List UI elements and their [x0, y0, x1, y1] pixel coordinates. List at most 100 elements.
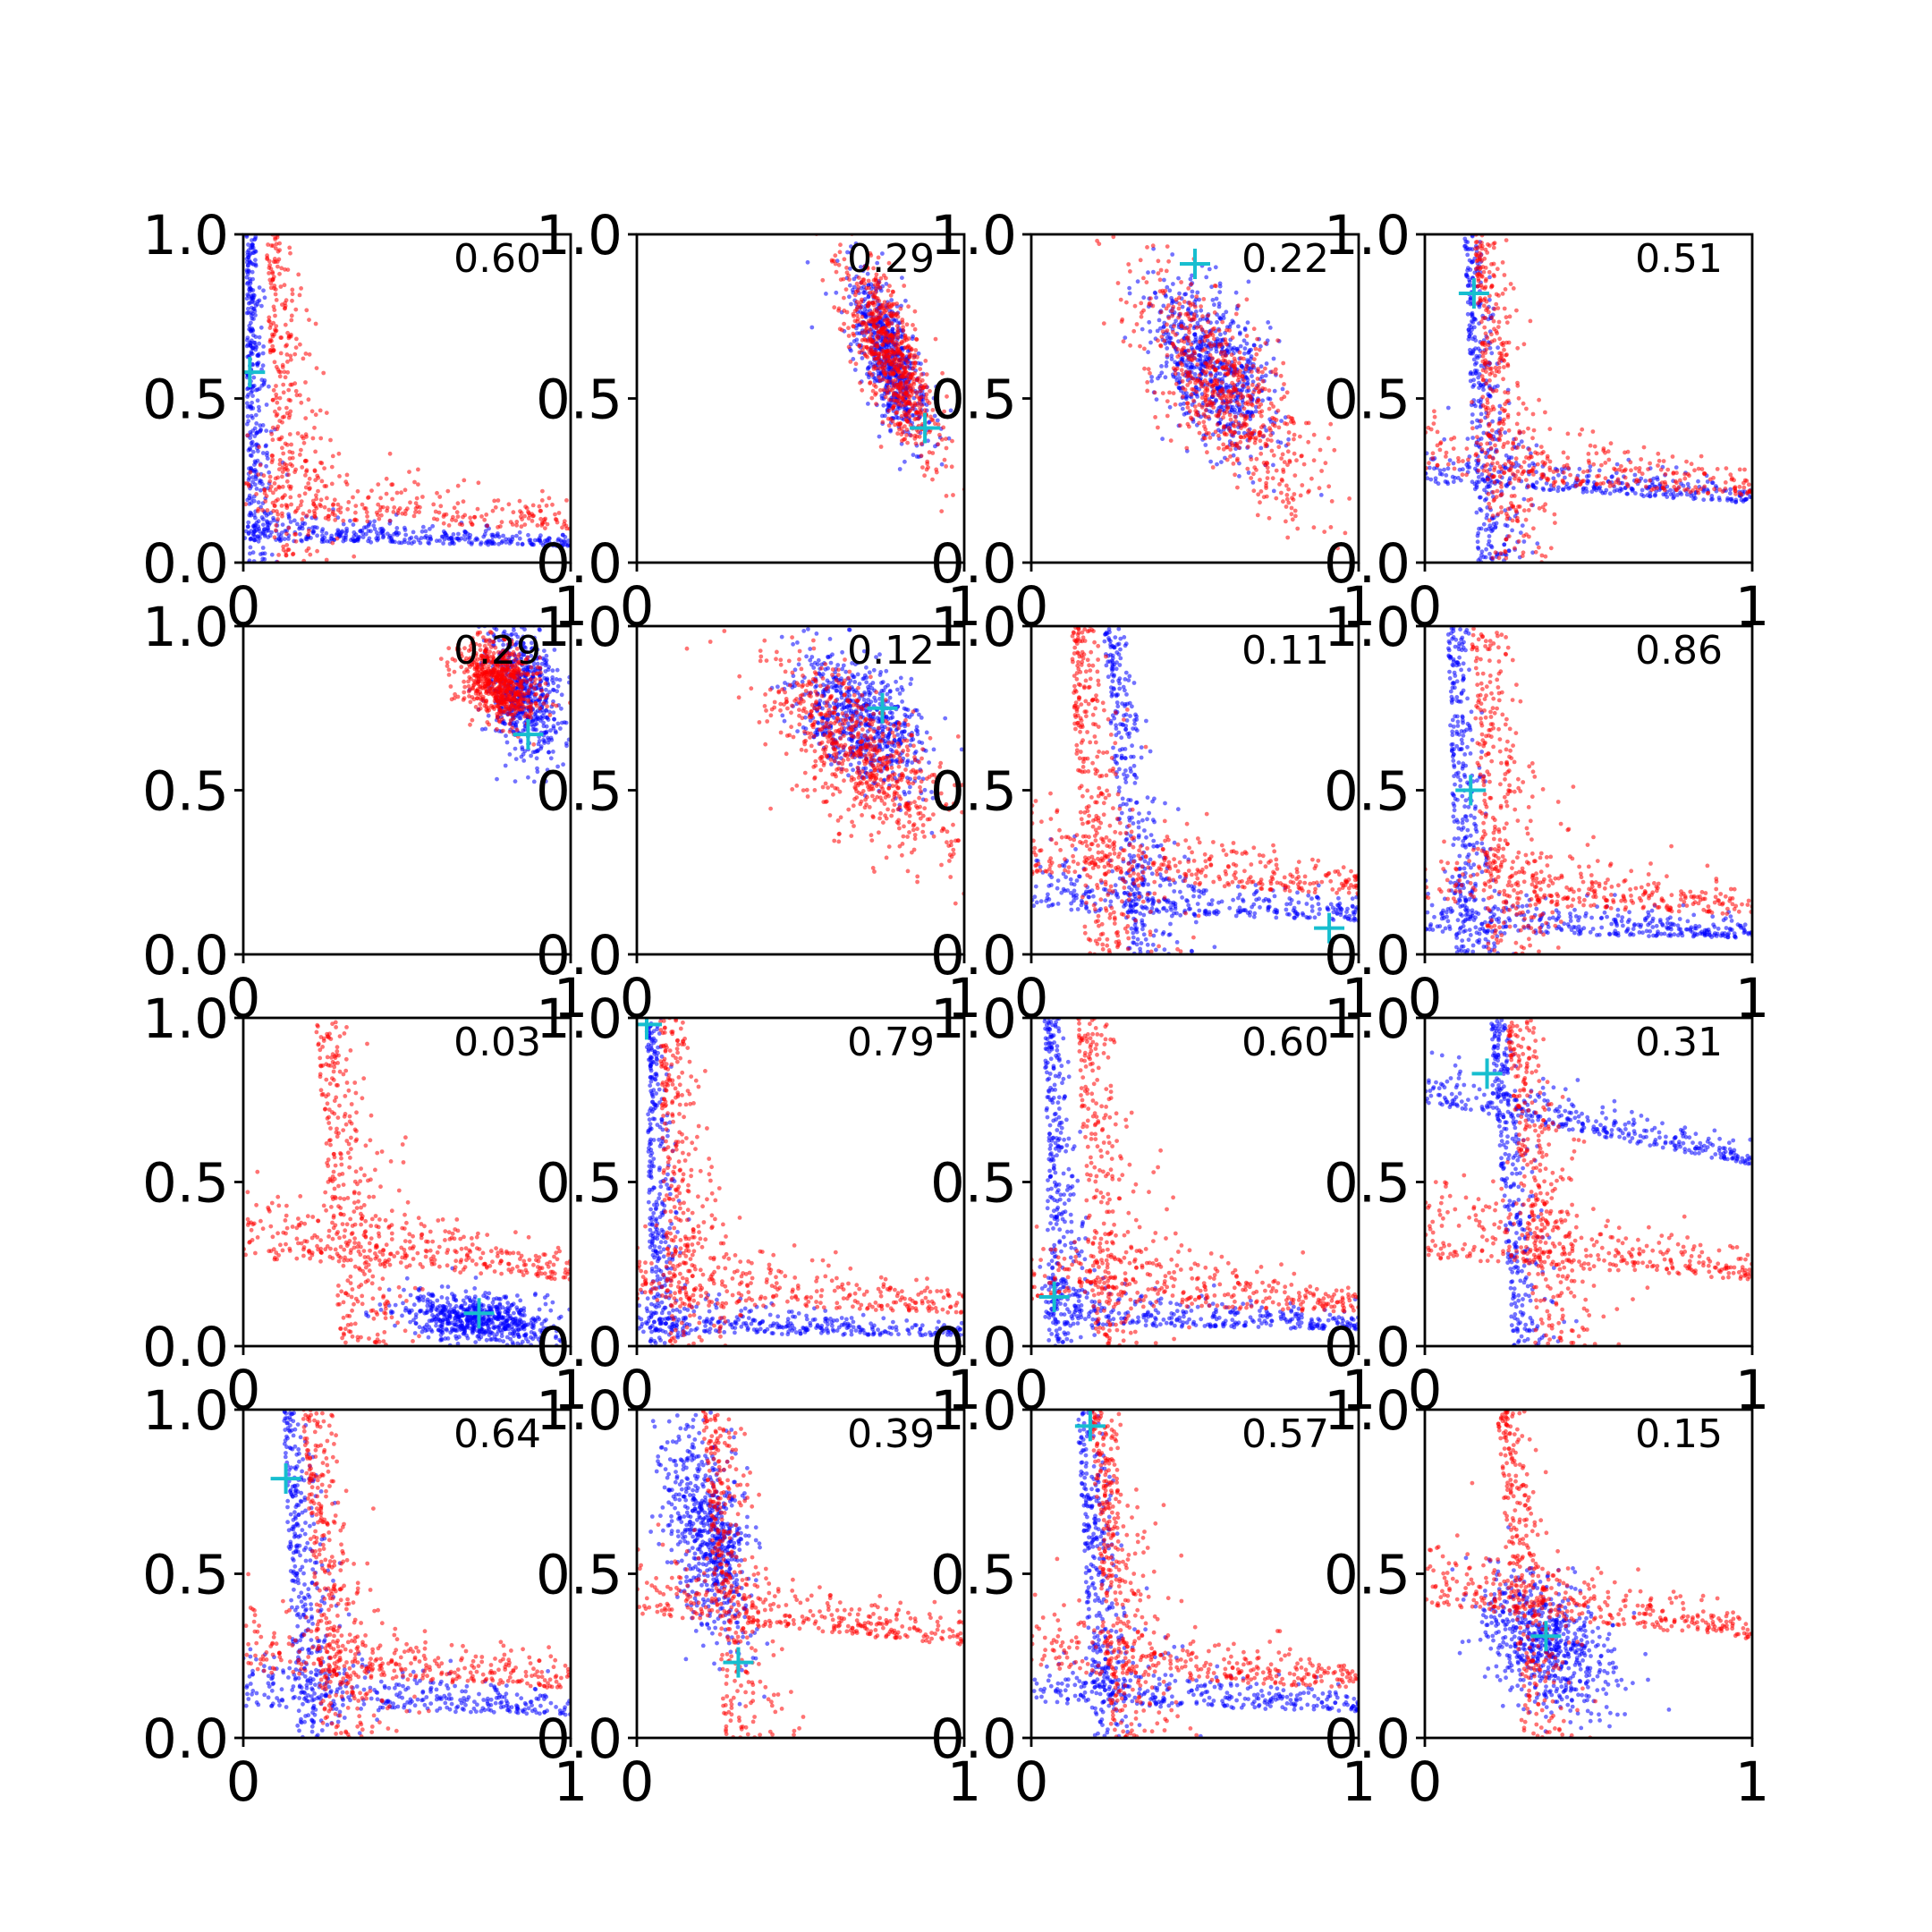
scatter-point — [1483, 331, 1488, 336]
scatter-point — [1222, 394, 1227, 399]
scatter-point — [1220, 389, 1225, 394]
scatter-point — [245, 394, 250, 399]
scatter-point — [1318, 447, 1323, 453]
scatter-point — [1238, 343, 1243, 349]
scatter-point — [1487, 423, 1492, 428]
scatter-point — [1278, 373, 1284, 378]
scatter-point — [889, 338, 894, 343]
scatter-point — [905, 419, 910, 423]
scatter-point — [364, 510, 369, 515]
scatter-point — [937, 411, 943, 416]
scatter-point — [1285, 442, 1291, 446]
scatter-point — [1268, 401, 1274, 406]
scatter-point — [1445, 405, 1451, 411]
scatter-point — [1300, 483, 1305, 487]
scatter-point — [261, 517, 266, 521]
scatter-point — [1284, 496, 1290, 502]
scatter-point — [855, 288, 860, 293]
scatter-point — [310, 436, 316, 441]
scatter-point — [1504, 453, 1509, 458]
scatter-point — [1239, 363, 1244, 369]
scatter-point — [1603, 461, 1608, 465]
scatter-point — [1465, 436, 1470, 441]
scatter-point — [1277, 482, 1282, 487]
scatter-point — [1483, 528, 1488, 532]
scatter-point — [892, 301, 896, 307]
scatter-point — [916, 416, 921, 421]
scatter-point — [897, 427, 902, 432]
scatter-point — [372, 519, 377, 524]
scatter-point — [254, 421, 259, 426]
scatter-point — [1237, 360, 1241, 366]
scatter-point — [852, 313, 856, 318]
scatter-point — [387, 518, 393, 523]
scatter-point — [245, 433, 250, 438]
scatter-point — [1165, 244, 1170, 249]
scatter-point — [419, 529, 425, 534]
scatter-point — [378, 496, 383, 501]
scatter-point — [1516, 411, 1521, 417]
scatter-point — [1169, 353, 1174, 359]
scatter-point — [455, 483, 461, 488]
scatter-point — [1169, 357, 1174, 361]
scatter-point — [1496, 512, 1501, 517]
scatter-point — [1249, 369, 1254, 374]
scatter-point — [1689, 494, 1693, 498]
scatter-point — [310, 498, 316, 504]
scatter-point — [1487, 275, 1492, 280]
scatter-point — [247, 276, 252, 282]
scatter-point — [265, 253, 269, 258]
scatter-point — [380, 531, 386, 537]
scatter-point — [1169, 295, 1174, 301]
scatter-point — [265, 520, 270, 525]
scatter-point — [866, 402, 870, 406]
scatter-point — [1224, 361, 1230, 367]
scatter-point — [1528, 318, 1533, 324]
scatter-point — [249, 536, 254, 541]
scatter-point — [893, 377, 898, 383]
scatter-point — [851, 331, 856, 336]
scatter-point — [538, 533, 543, 538]
scatter-point — [301, 356, 306, 361]
scatter-point — [1531, 526, 1536, 531]
scatter-point — [413, 510, 418, 514]
scatter-point — [904, 322, 910, 327]
scatter-point — [351, 522, 356, 527]
scatter-point — [270, 271, 275, 275]
scatter-point — [860, 348, 865, 353]
scatter-point — [303, 416, 309, 420]
scatter-point — [262, 551, 267, 556]
scatter-point — [1202, 347, 1208, 352]
scatter-point — [1493, 443, 1497, 448]
scatter-point — [1151, 246, 1156, 251]
scatter-point — [1286, 487, 1291, 492]
scatter-point — [886, 260, 892, 266]
scatter-point — [261, 530, 266, 534]
scatter-point — [1612, 466, 1616, 471]
scatter-point — [1715, 467, 1720, 471]
scatter-point — [1267, 515, 1272, 521]
scatter-point — [1141, 295, 1147, 301]
scatter-point — [257, 285, 262, 290]
scatter-point — [1208, 459, 1213, 464]
scatter-point — [1484, 381, 1489, 386]
scatter-point — [1323, 461, 1328, 466]
scatter-point — [1250, 383, 1255, 387]
scatter-point — [377, 508, 383, 513]
scatter-point — [1674, 465, 1679, 470]
scatter-point — [1484, 454, 1488, 460]
scatter-point — [1178, 423, 1182, 428]
scatter-point — [420, 495, 425, 499]
scatter-point — [1180, 378, 1185, 384]
scatter-point — [268, 484, 274, 489]
scatter-point — [1470, 314, 1475, 319]
scatter-point — [869, 332, 874, 336]
scatter-point — [1292, 473, 1298, 478]
scatter-point — [284, 553, 289, 558]
scatter-point — [1640, 487, 1645, 493]
scatter-point — [1131, 328, 1137, 334]
scatter-point — [1487, 484, 1492, 488]
scatter-point — [951, 493, 955, 497]
scatter-point — [467, 536, 472, 540]
scatter-point — [452, 541, 456, 547]
